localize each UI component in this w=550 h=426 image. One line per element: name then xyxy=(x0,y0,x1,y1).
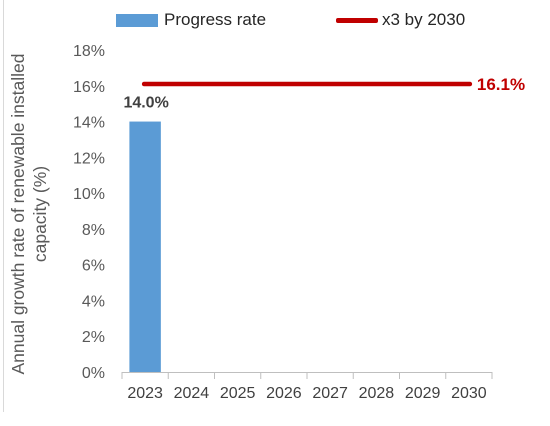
y-tick-label: 4% xyxy=(82,293,105,310)
x-tick-label: 2023 xyxy=(127,385,163,402)
y-tick-label: 14% xyxy=(73,115,105,132)
x-tick-label: 2029 xyxy=(405,385,441,402)
x-tick-label: 2026 xyxy=(266,385,302,402)
legend-item-progress-rate: Progress rate xyxy=(116,10,266,30)
x-tick-label: 2028 xyxy=(359,385,395,402)
legend-label-x3-by-2030: x3 by 2030 xyxy=(382,10,466,29)
legend-label-progress-rate: Progress rate xyxy=(164,10,267,29)
x-tick-label: 2030 xyxy=(451,385,487,402)
x-tick-label: 2027 xyxy=(312,385,348,402)
legend-swatch-x3-by-2030 xyxy=(336,17,378,23)
x-tick-label: 2024 xyxy=(174,385,210,402)
data-label-bar-2023: 14.0% xyxy=(123,95,168,112)
legend-item-x3-by-2030: x3 by 2030 xyxy=(336,10,465,30)
y-tick-label: 10% xyxy=(73,186,105,203)
legend-swatch-progress-rate xyxy=(116,13,158,27)
y-tick-label: 8% xyxy=(82,222,105,239)
y-tick-label: 18% xyxy=(73,43,105,60)
y-tick-label: 12% xyxy=(73,150,105,167)
frame-left-border xyxy=(3,0,4,412)
y-tick-label: 6% xyxy=(82,258,105,275)
x-tick-label: 2025 xyxy=(220,385,256,402)
bar-progress-rate-2023 xyxy=(129,121,161,372)
y-tick-label: 2% xyxy=(82,329,105,346)
data-label-line-end: 16.1% xyxy=(477,75,525,94)
y-tick-label: 0% xyxy=(82,365,105,382)
y-tick-label: 16% xyxy=(73,79,105,96)
